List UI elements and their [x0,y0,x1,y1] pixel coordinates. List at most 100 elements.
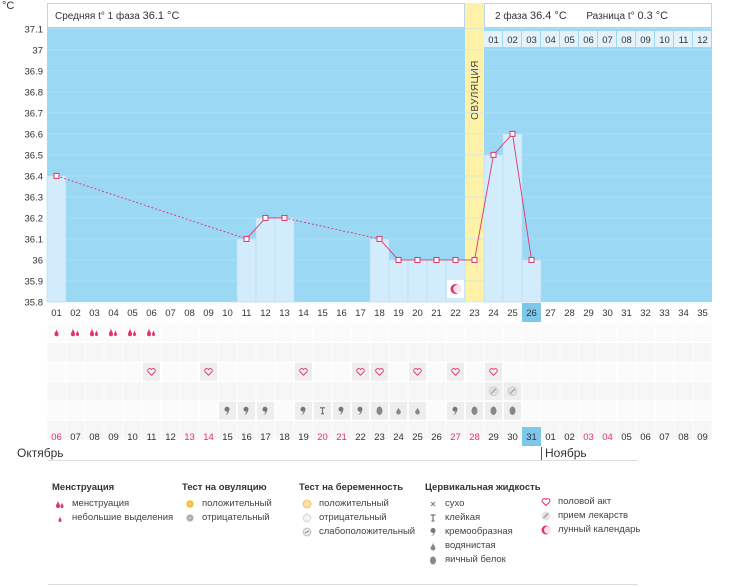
temperature-point [395,256,402,263]
phase2-day-cell [655,31,673,47]
symptom-cell [674,362,693,381]
eggwhite-icon [430,556,436,565]
symptom-cell [693,362,712,381]
y-tick-label: 36.9 [25,66,44,77]
symptom-cell [465,421,484,440]
temperature-point [262,214,269,221]
symptom-cell [579,401,598,420]
symptom-cell [503,323,522,342]
watery-icon [430,542,436,551]
cycle-day-label: 08 [184,308,195,319]
drop-large [90,327,94,337]
y-tick-label: 36.6 [25,129,44,140]
phase2-day-label: 01 [488,35,499,46]
calendar-date-label: 22 [355,432,366,443]
y-tick-label: 36.2 [25,213,44,224]
symptom-cell [66,421,85,440]
phase2-day-label: 03 [526,35,537,46]
symptom-cell [351,421,370,440]
symptom-cell [332,421,351,440]
temperature-point [490,151,497,158]
calendar-date-label: 21 [336,432,347,443]
symptom-cell [446,343,465,362]
legend-item: водянистая [425,539,541,553]
temperature-point [509,130,516,137]
legend-item: клейкая [425,511,541,525]
symptom-cell [389,382,408,401]
symptom-cell [123,362,142,381]
symptom-cell [541,421,560,440]
symptom-cell [142,323,161,342]
y-tick-label: 36.3 [25,192,44,203]
calendar-date-label: 02 [564,432,575,443]
legend-item: половой акт [538,495,640,509]
symptom-cell [465,382,484,401]
temperature-bar [46,175,67,303]
menstruation-small-icon [58,516,62,522]
symptom-cell [598,382,617,401]
legend-item: положительный [299,497,415,511]
phase2-day-cell [674,31,692,47]
legend-item: положительный [182,497,272,511]
cycle-day-label: 27 [545,308,556,319]
legend-title: Тест на овуляцию [182,482,267,493]
drop-large [147,327,151,337]
symptom-cell [465,362,484,381]
symptom-cell [389,421,408,440]
symptom-cell [85,362,104,381]
heart-cell [352,363,369,381]
cycle-day-label: 15 [317,308,328,319]
temperature-line-segment [512,133,532,261]
cycle-day-label: 33 [659,308,670,319]
cycle-day-label: 22 [450,308,461,319]
cycle-day-label: 20 [412,308,423,319]
symptom-cell [199,401,218,420]
symptom-cell [142,401,161,420]
drop-large [109,327,113,337]
symptom-cell [693,401,712,420]
calendar-date-label: 09 [108,432,119,443]
symptom-cell [674,401,693,420]
cycle-day-label: 34 [678,308,689,319]
symptom-cell [66,362,85,381]
symptom-cell [408,421,427,440]
symptom-cell [142,421,161,440]
symptom-cell [161,421,180,440]
symptom-cell [598,323,617,342]
legend-item: менструация [52,497,173,511]
menstruation-mark [90,327,98,337]
phase2-day-label: 09 [640,35,651,46]
temperature-point [243,235,250,242]
cycle-day-label: 04 [108,308,119,319]
temperature-line-segment [246,217,266,240]
phase2-day-label: 12 [697,35,708,46]
symptom-cell [541,382,560,401]
phase2-day-cell [598,31,616,47]
calendar-date-label: 13 [184,432,195,443]
watery-icon [415,406,420,415]
phase2-day-label: 04 [545,35,556,46]
symptom-cell [617,421,636,440]
symptom-cell [598,343,617,362]
cycle-day-label: 06 [146,308,157,319]
moon-icon [541,525,551,535]
sticky-icon [430,514,436,522]
legend-item: отрицательный [182,511,272,525]
symptom-cell [218,323,237,342]
phase1-label: Средняя t° 1 фаза [55,11,140,22]
heart-cell [295,363,312,381]
heart-cell [485,363,502,381]
temperature-bar [426,259,447,303]
creamy-tail [225,409,229,415]
symptom-cell [218,382,237,401]
symptom-cell [484,343,503,362]
symptom-cell [560,362,579,381]
symptom-cell [484,421,503,440]
symptom-cell [617,362,636,381]
temperature-line-segment [284,217,380,240]
symptom-cell [579,362,598,381]
moon-icon-shade [453,284,462,294]
symptom-cell [275,421,294,440]
temperature-point [528,256,535,263]
symptom-cell [522,401,541,420]
